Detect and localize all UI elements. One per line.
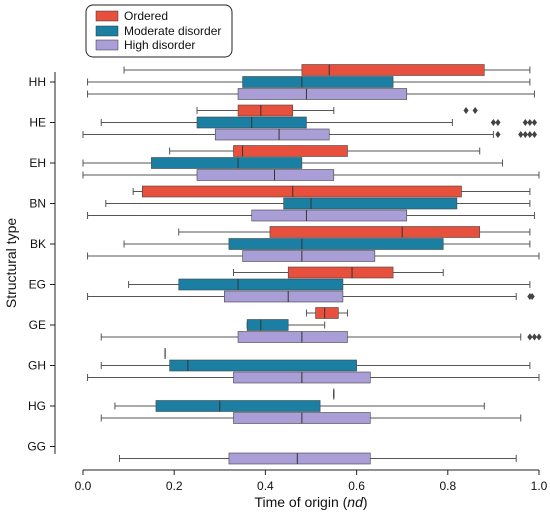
y-tick-label-he: HE	[29, 116, 46, 130]
x-axis-label-italic: nd	[347, 494, 364, 510]
box-he-high-disorder-outlier-1	[518, 131, 524, 138]
box-eg-high-disorder-iqr	[224, 290, 344, 303]
box-hh-moderate-disorder-iqr	[242, 76, 394, 88]
box-eg-moderate-disorder-iqr	[178, 278, 344, 291]
y-tick-label-ge: GE	[29, 318, 46, 332]
box-he-moderate-disorder-outlier-3	[527, 119, 533, 126]
legend-label-high-disorder: High disorder	[124, 38, 195, 52]
box-eh-ordered-iqr	[233, 145, 348, 157]
box-he-moderate-disorder	[100, 116, 538, 129]
box-bk-ordered-iqr	[269, 226, 481, 238]
box-he-ordered-outlier-1	[472, 107, 478, 114]
box-he-high-disorder-outlier-0	[495, 131, 501, 138]
box-ge-ordered	[305, 307, 348, 319]
box-bk-high-disorder-iqr	[242, 250, 376, 262]
box-he-ordered	[196, 104, 478, 117]
box-eg-ordered	[232, 266, 444, 279]
box-hh-high-disorder	[87, 88, 535, 100]
plot-area	[82, 64, 542, 465]
axes: Structural type Time of origin (nd) HH HE…	[3, 72, 548, 510]
x-tick-label-4: 0.8	[439, 479, 456, 493]
box-bk-high-disorder	[87, 250, 540, 262]
box-he-moderate-disorder-outlier-4	[531, 119, 538, 126]
legend-swatch-moderate-disorder	[95, 25, 119, 37]
box-hh-ordered	[123, 64, 531, 76]
box-gg-high-disorder-iqr	[228, 452, 371, 465]
box-eh-moderate-disorder	[82, 157, 504, 169]
box-bk-moderate-disorder-iqr	[228, 238, 444, 250]
box-ge-high-disorder-iqr	[237, 331, 348, 343]
x-tick-label-1: 0.2	[166, 479, 183, 493]
box-ge-high-disorder-outlier-2	[536, 333, 542, 341]
box-bk-ordered	[178, 226, 531, 238]
y-tick-label-eg: EG	[29, 278, 46, 292]
box-he-ordered-outlier-0	[463, 107, 469, 114]
y-tick-label-eh: EH	[29, 156, 46, 170]
x-axis-label: Time of origin (nd)	[254, 494, 367, 510]
y-axis-label: Structural type	[3, 218, 19, 308]
box-hg-moderate-disorder	[114, 400, 485, 412]
box-he-high-disorder-outlier-2	[522, 131, 528, 138]
box-eg-high-disorder	[87, 290, 535, 303]
box-gh-moderate-disorder-iqr	[169, 359, 357, 372]
box-hh-high-disorder-iqr	[237, 88, 408, 100]
box-gh-high-disorder	[87, 371, 540, 384]
box-bn-ordered-iqr	[141, 185, 462, 198]
box-he-high-disorder-outlier-3	[527, 131, 533, 138]
box-bn-ordered	[132, 185, 531, 198]
box-ge-high-disorder	[100, 331, 542, 343]
box-hh-ordered-iqr	[301, 64, 485, 76]
box-eg-moderate-disorder	[128, 278, 531, 291]
x-tick-label-2: 0.4	[257, 479, 274, 493]
y-tick-label-gg: GG	[27, 440, 46, 454]
y-tick-label-hh: HH	[29, 75, 46, 89]
box-he-high-disorder	[82, 128, 538, 141]
box-hh-moderate-disorder	[87, 76, 531, 88]
x-tick-label-5: 1.0	[531, 479, 548, 493]
y-tick-label-bk: BK	[30, 237, 46, 251]
x-axis-label-end: )	[363, 494, 368, 510]
box-bk-moderate-disorder	[123, 238, 531, 250]
box-bn-high-disorder-iqr	[251, 209, 408, 222]
box-eg-ordered-iqr	[287, 266, 394, 279]
box-gg-high-disorder	[118, 452, 517, 465]
box-bn-moderate-disorder-iqr	[283, 197, 458, 210]
box-he-moderate-disorder-outlier-2	[522, 119, 528, 126]
y-tick-label-gh: GH	[28, 359, 46, 373]
box-hg-high-disorder	[100, 412, 522, 424]
legend-frame	[85, 4, 233, 58]
legend-swatch-high-disorder	[95, 39, 119, 51]
box-hg-moderate-disorder-iqr	[155, 400, 321, 412]
legend-label-moderate-disorder: Moderate disorder	[124, 24, 221, 38]
y-tick-label-hg: HG	[28, 399, 46, 413]
box-ge-moderate-disorder	[246, 319, 326, 331]
box-ge-high-disorder-outlier-1	[531, 333, 538, 341]
x-tick-label-0: 0.0	[75, 479, 92, 493]
box-he-high-disorder-outlier-4	[531, 131, 538, 138]
box-bn-high-disorder	[87, 209, 535, 222]
legend-label-ordered: Ordered	[124, 9, 168, 23]
box-he-ordered-iqr	[237, 104, 294, 117]
legend-swatch-ordered	[95, 10, 119, 22]
box-ge-moderate-disorder-iqr	[246, 319, 289, 331]
box-he-moderate-disorder-outlier-1	[495, 119, 501, 126]
box-ge-high-disorder-outlier-0	[527, 333, 533, 341]
x-axis-label-main: Time of origin (	[254, 494, 347, 510]
x-tick-label-3: 0.6	[348, 479, 365, 493]
box-gh-moderate-disorder	[100, 359, 531, 372]
y-tick-label-bn: BN	[29, 197, 46, 211]
box-eh-ordered	[169, 145, 481, 157]
box-eh-high-disorder-iqr	[196, 169, 335, 181]
box-eg-high-disorder-outlier-1	[529, 293, 535, 300]
legend: Ordered Moderate disorder High disorder	[85, 4, 233, 58]
box-eh-high-disorder	[82, 169, 540, 181]
box-he-moderate-disorder-outlier-0	[490, 119, 496, 126]
box-he-high-disorder-iqr	[214, 128, 330, 141]
box-eh-moderate-disorder-iqr	[151, 157, 303, 169]
box-ge-ordered-iqr	[315, 307, 339, 319]
box-bn-moderate-disorder	[105, 197, 531, 210]
